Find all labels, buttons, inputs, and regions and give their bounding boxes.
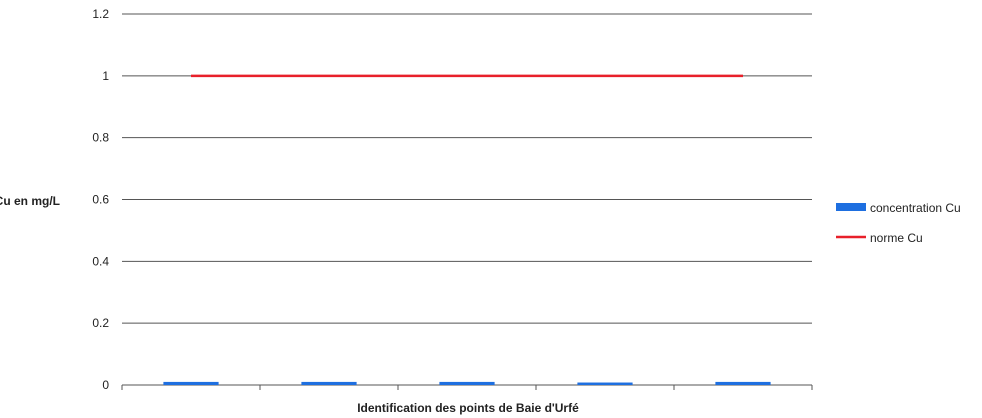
y-tick-label: 1.2 bbox=[92, 7, 109, 21]
y-tick-label: 0.6 bbox=[92, 193, 109, 207]
y-tick-label: 0 bbox=[102, 378, 109, 392]
bars bbox=[163, 381, 771, 385]
bar bbox=[439, 381, 495, 385]
x-axis-label: Identification des points de Baie d'Urfé bbox=[357, 401, 579, 415]
y-tick-label: 0.4 bbox=[92, 254, 109, 268]
legend-swatch bbox=[836, 203, 866, 211]
x-axis bbox=[121, 384, 813, 390]
y-tick-labels: 0 0.2 0.4 0.6 0.8 1 1.2 bbox=[92, 7, 109, 392]
legend-label: concentration Cu bbox=[870, 201, 961, 215]
bar bbox=[715, 381, 771, 385]
gridlines bbox=[122, 13, 812, 386]
bar bbox=[163, 381, 219, 385]
y-axis-label: Cu en mg/L bbox=[0, 194, 60, 208]
y-tick-label: 1 bbox=[102, 69, 109, 83]
y-tick-label: 0.2 bbox=[92, 316, 109, 330]
y-tick-label: 0.8 bbox=[92, 131, 109, 145]
bar bbox=[577, 382, 633, 385]
bar bbox=[301, 381, 357, 385]
legend: concentration Cu norme Cu bbox=[836, 201, 961, 245]
legend-label: norme Cu bbox=[870, 231, 923, 245]
